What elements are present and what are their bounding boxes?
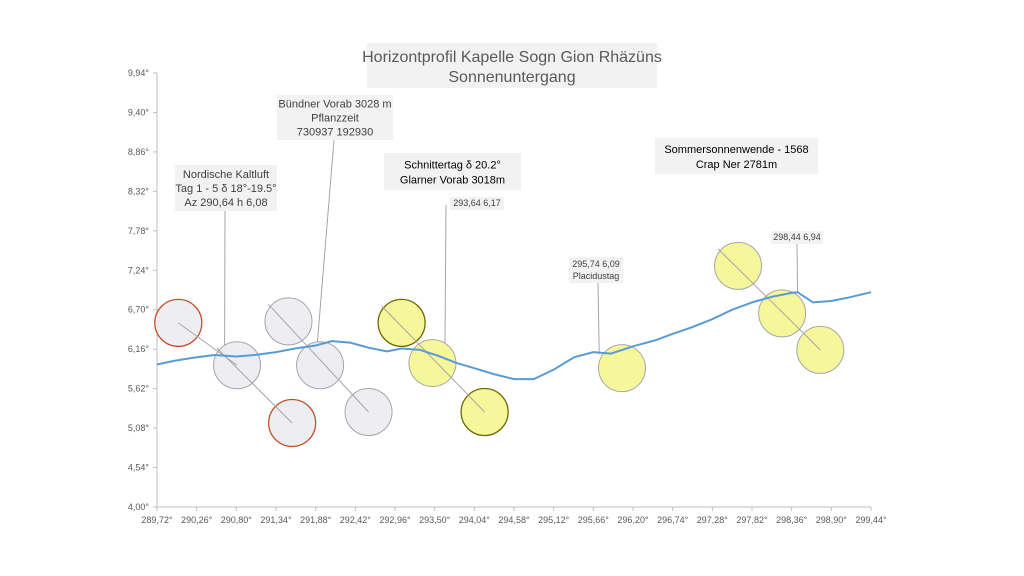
annotation-label: Schnittertag δ 20.2° — [404, 160, 501, 172]
y-tick-label: 7,78° — [128, 226, 150, 236]
y-tick-label: 9,40° — [128, 107, 150, 117]
sun-path-line — [381, 305, 485, 413]
annotation-box — [655, 138, 818, 174]
x-tick-label: 290,80° — [221, 515, 253, 525]
x-tick-label: 290,26° — [181, 515, 213, 525]
annotation-label: Placidustag — [573, 271, 620, 281]
sun-disc — [758, 289, 807, 338]
annotation-box — [771, 231, 823, 244]
axes: 4,00° 4,54° 5,08° 5,62° 6,16° 6,70° 7,24° 7,78°… — [128, 68, 887, 525]
x-tick-label: 291,34° — [260, 515, 292, 525]
annotation-leader-line — [796, 243, 799, 293]
sun-path-line — [216, 347, 293, 424]
annotation-box — [569, 257, 623, 283]
x-tick-label: 292,96° — [379, 515, 411, 525]
annotation-leader-line — [316, 139, 335, 346]
x-tick-label: 294,58° — [498, 515, 530, 525]
x-tick-label: 296,74° — [657, 515, 689, 525]
x-tick-label: 291,88° — [300, 515, 332, 525]
sun-disc — [264, 297, 313, 346]
x-tick-label: 298,36° — [776, 515, 808, 525]
annotation-box — [277, 95, 393, 140]
sun-path-line — [717, 248, 821, 351]
x-tick-label: 294,04° — [459, 515, 491, 525]
annotation-box — [450, 197, 504, 210]
x-tick-label: 293,50° — [419, 515, 451, 525]
x-tick-label: 299,44° — [855, 515, 887, 525]
annotation-label: 293,64 6,17 — [453, 198, 501, 208]
sun-disc — [296, 341, 345, 390]
annotation-label: Crap Ner 2781m — [696, 159, 777, 171]
annotation-leader-line — [597, 282, 600, 355]
annotations: Nordische Kaltluft Tag 1 - 5 δ 18°-19.5° A… — [175, 95, 823, 283]
sun-path-line — [178, 322, 238, 366]
sun-disc — [377, 298, 426, 348]
y-tick-label: 7,24° — [128, 265, 150, 275]
y-tick-label: 6,16° — [128, 344, 150, 354]
annotation-label: Az 290,64 h 6,08 — [184, 197, 267, 209]
sun-disc — [714, 241, 763, 290]
annotation-label: Nordische Kaltluft — [183, 169, 269, 181]
x-tick-label: 298,90° — [816, 515, 848, 525]
y-tick-label: 4,54° — [128, 463, 150, 473]
x-tick-label: 297,28° — [697, 515, 729, 525]
annotation-leader-lines — [224, 139, 799, 356]
y-tick-label: 4,00° — [128, 502, 150, 512]
annotation-label: 295,74 6,09 — [572, 259, 620, 269]
x-tick-label: 296,20° — [617, 515, 649, 525]
annotation-label: 298,44 6,94 — [773, 232, 821, 242]
annotation-label: Glarner Vorab 3018m — [400, 175, 505, 187]
horizon-line-series — [156, 291, 872, 381]
annotation-leader-line — [444, 204, 447, 349]
annotation-box — [384, 153, 521, 190]
x-tick-label: 297,82° — [736, 515, 768, 525]
annotation-label: 730937 192930 — [297, 127, 373, 139]
annotation-label: Bündner Vorab 3028 m — [278, 99, 391, 111]
x-tick-label: 295,66° — [578, 515, 610, 525]
sun-disc — [597, 344, 646, 393]
x-tick-label: 292,42° — [340, 515, 372, 525]
title-background — [367, 43, 657, 88]
y-tick-label: 6,70° — [128, 305, 150, 315]
sun-discs — [154, 241, 845, 448]
sun-path-line — [268, 304, 369, 413]
annotation-label: Tag 1 - 5 δ 18°-19.5° — [175, 183, 276, 195]
annotation-label: Pflanzzeit — [311, 113, 359, 125]
annotation-label: Sommersonnenwende - 1568 — [664, 144, 808, 156]
x-tick-label: 295,12° — [538, 515, 570, 525]
y-tick-label: 5,08° — [128, 423, 150, 433]
x-tick-label: 289,72° — [141, 515, 173, 525]
chart-title: Horizontprofil Kapelle Sogn Gion Rhäzüns — [362, 49, 662, 66]
sun-disc — [408, 339, 457, 388]
annotation-box — [175, 165, 277, 211]
y-tick-label: 5,62° — [128, 384, 150, 394]
chart-subtitle: Sonnenuntergang — [448, 69, 575, 86]
horizon-line — [156, 291, 872, 381]
y-tick-label: 8,32° — [128, 186, 150, 196]
y-tick-label: 9,94° — [128, 68, 150, 78]
y-tick-label: 8,86° — [128, 147, 150, 157]
